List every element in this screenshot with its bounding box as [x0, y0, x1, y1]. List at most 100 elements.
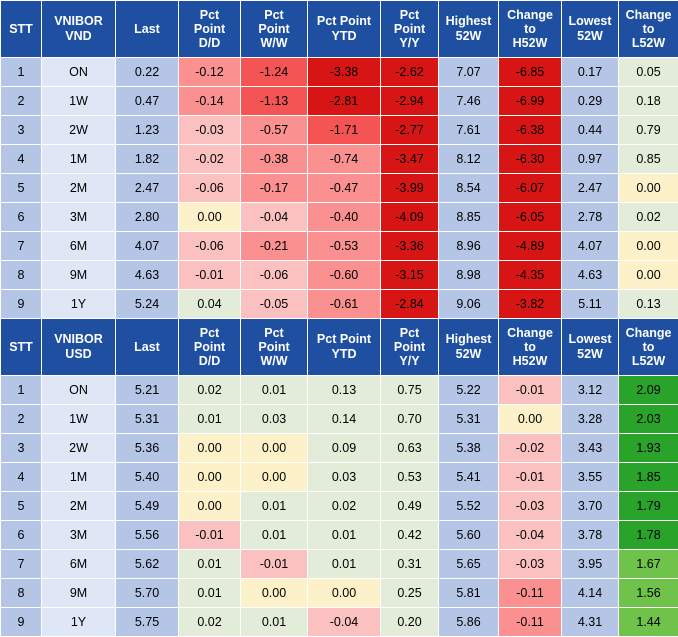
header-stt: STT — [1, 319, 42, 376]
change-to-h52w-cell: -0.04 — [499, 521, 562, 550]
header-line: Pct — [179, 8, 240, 22]
pct-point-yy-cell: 0.53 — [381, 463, 439, 492]
change-to-h52w-cell: -4.35 — [499, 261, 562, 290]
change-to-l52w-cell: 0.00 — [619, 232, 678, 261]
tenor-cell: 9M — [42, 579, 116, 608]
last-cell: 0.47 — [116, 87, 179, 116]
pct-point-ww-cell: -0.05 — [241, 290, 308, 319]
header-line: Lowest — [562, 332, 618, 347]
highest-52w-cell: 5.81 — [439, 579, 499, 608]
pct-point-yy-cell: -2.84 — [381, 290, 439, 319]
pct-point-ww-cell: 0.01 — [241, 492, 308, 521]
change-to-l52w-cell: 2.03 — [619, 405, 678, 434]
last-cell: 5.49 — [116, 492, 179, 521]
stt-cell: 7 — [1, 232, 42, 261]
pct-point-dd-cell: 0.01 — [179, 405, 241, 434]
change-to-h52w-cell: -6.85 — [499, 58, 562, 87]
pct-point-yy-cell: -3.99 — [381, 174, 439, 203]
last-cell: 5.24 — [116, 290, 179, 319]
tenor-cell: ON — [42, 376, 116, 405]
stt-cell: 2 — [1, 405, 42, 434]
tenor-cell: 1W — [42, 87, 116, 116]
highest-52w-cell: 8.96 — [439, 232, 499, 261]
header-line: VND — [42, 29, 115, 44]
pct-point-ytd-cell: 0.03 — [308, 463, 381, 492]
lowest-52w-cell: 0.44 — [562, 116, 619, 145]
pct-point-yy-cell: 0.31 — [381, 550, 439, 579]
change-to-l52w-cell: 1.67 — [619, 550, 678, 579]
change-to-l52w-cell: 1.79 — [619, 492, 678, 521]
pct-point-yy-cell: -3.47 — [381, 145, 439, 174]
pct-point-ww-cell: -0.38 — [241, 145, 308, 174]
tenor-cell: 1W — [42, 405, 116, 434]
lowest-52w-cell: 2.47 — [562, 174, 619, 203]
lowest-52w-cell: 4.31 — [562, 608, 619, 637]
lowest-52w-cell: 3.70 — [562, 492, 619, 521]
change-to-l52w-cell: 1.56 — [619, 579, 678, 608]
stt-cell: 1 — [1, 58, 42, 87]
header-line: VNIBOR — [42, 14, 115, 29]
pct-point-yy-cell: -2.62 — [381, 58, 439, 87]
header-line: Highest — [439, 14, 498, 29]
stt-cell: 9 — [1, 290, 42, 319]
pct-point-dd-cell: -0.14 — [179, 87, 241, 116]
stt-cell: 5 — [1, 174, 42, 203]
header-line: 52W — [562, 347, 618, 362]
pct-point-ytd-cell: -2.81 — [308, 87, 381, 116]
last-cell: 5.40 — [116, 463, 179, 492]
header-line: H52W — [499, 36, 561, 50]
header-line: Point — [241, 340, 307, 354]
change-to-h52w-cell: 0.00 — [499, 405, 562, 434]
stt-cell: 8 — [1, 579, 42, 608]
header-line: to — [499, 22, 561, 36]
pct-point-yy-cell: 0.63 — [381, 434, 439, 463]
pct-point-yy-cell: -3.15 — [381, 261, 439, 290]
change-to-h52w-cell: -3.82 — [499, 290, 562, 319]
highest-52w-cell: 5.41 — [439, 463, 499, 492]
header-line: Pct — [241, 326, 307, 340]
header-line: Y/Y — [381, 354, 438, 368]
highest-52w-cell: 5.31 — [439, 405, 499, 434]
last-cell: 4.63 — [116, 261, 179, 290]
pct-point-dd-cell: -0.12 — [179, 58, 241, 87]
pct-point-dd-cell: -0.06 — [179, 174, 241, 203]
header-line: W/W — [241, 354, 307, 368]
pct-point-dd-cell: 0.00 — [179, 492, 241, 521]
stt-cell: 1 — [1, 376, 42, 405]
lowest-52w-cell: 4.63 — [562, 261, 619, 290]
tenor-cell: 1M — [42, 145, 116, 174]
change-to-h52w-cell: -0.01 — [499, 463, 562, 492]
lowest-52w-cell: 5.11 — [562, 290, 619, 319]
pct-point-dd-cell: -0.01 — [179, 521, 241, 550]
header-line: USD — [42, 347, 115, 362]
highest-52w-cell: 5.52 — [439, 492, 499, 521]
pct-point-ww-cell: -1.13 — [241, 87, 308, 116]
change-to-h52w-cell: -6.99 — [499, 87, 562, 116]
pct-point-ytd-cell: -0.40 — [308, 203, 381, 232]
pct-point-dd-cell: -0.02 — [179, 145, 241, 174]
stt-cell: 5 — [1, 492, 42, 521]
lowest-52w-cell: 4.07 — [562, 232, 619, 261]
pct-point-yy-cell: -4.09 — [381, 203, 439, 232]
pct-point-ytd-cell: -1.71 — [308, 116, 381, 145]
stt-cell: 8 — [1, 261, 42, 290]
change-to-h52w-cell: -6.05 — [499, 203, 562, 232]
pct-point-yy-cell: 0.25 — [381, 579, 439, 608]
pct-point-ww-cell: 0.00 — [241, 463, 308, 492]
highest-52w-cell: 5.60 — [439, 521, 499, 550]
tenor-cell: 2M — [42, 174, 116, 203]
